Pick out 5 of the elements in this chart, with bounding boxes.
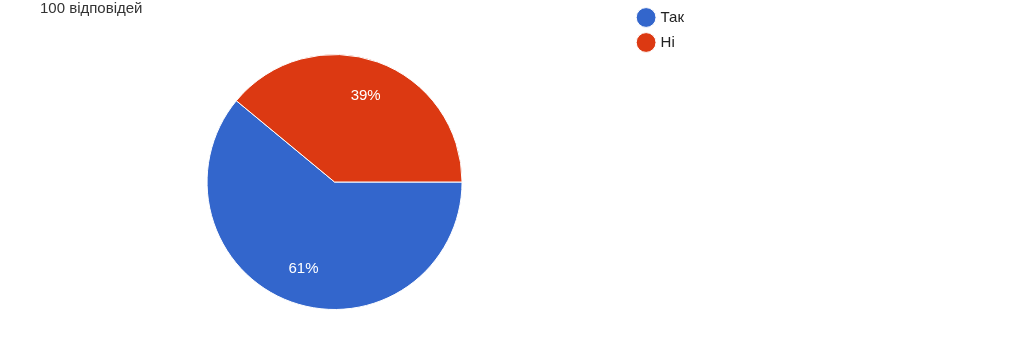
data-label: 61% (288, 258, 319, 276)
legend-label: Так (660, 7, 685, 25)
data-label: 39% (350, 85, 381, 103)
legend-label: Ні (660, 32, 675, 50)
chart-title: 100 відповідей (40, 0, 143, 17)
